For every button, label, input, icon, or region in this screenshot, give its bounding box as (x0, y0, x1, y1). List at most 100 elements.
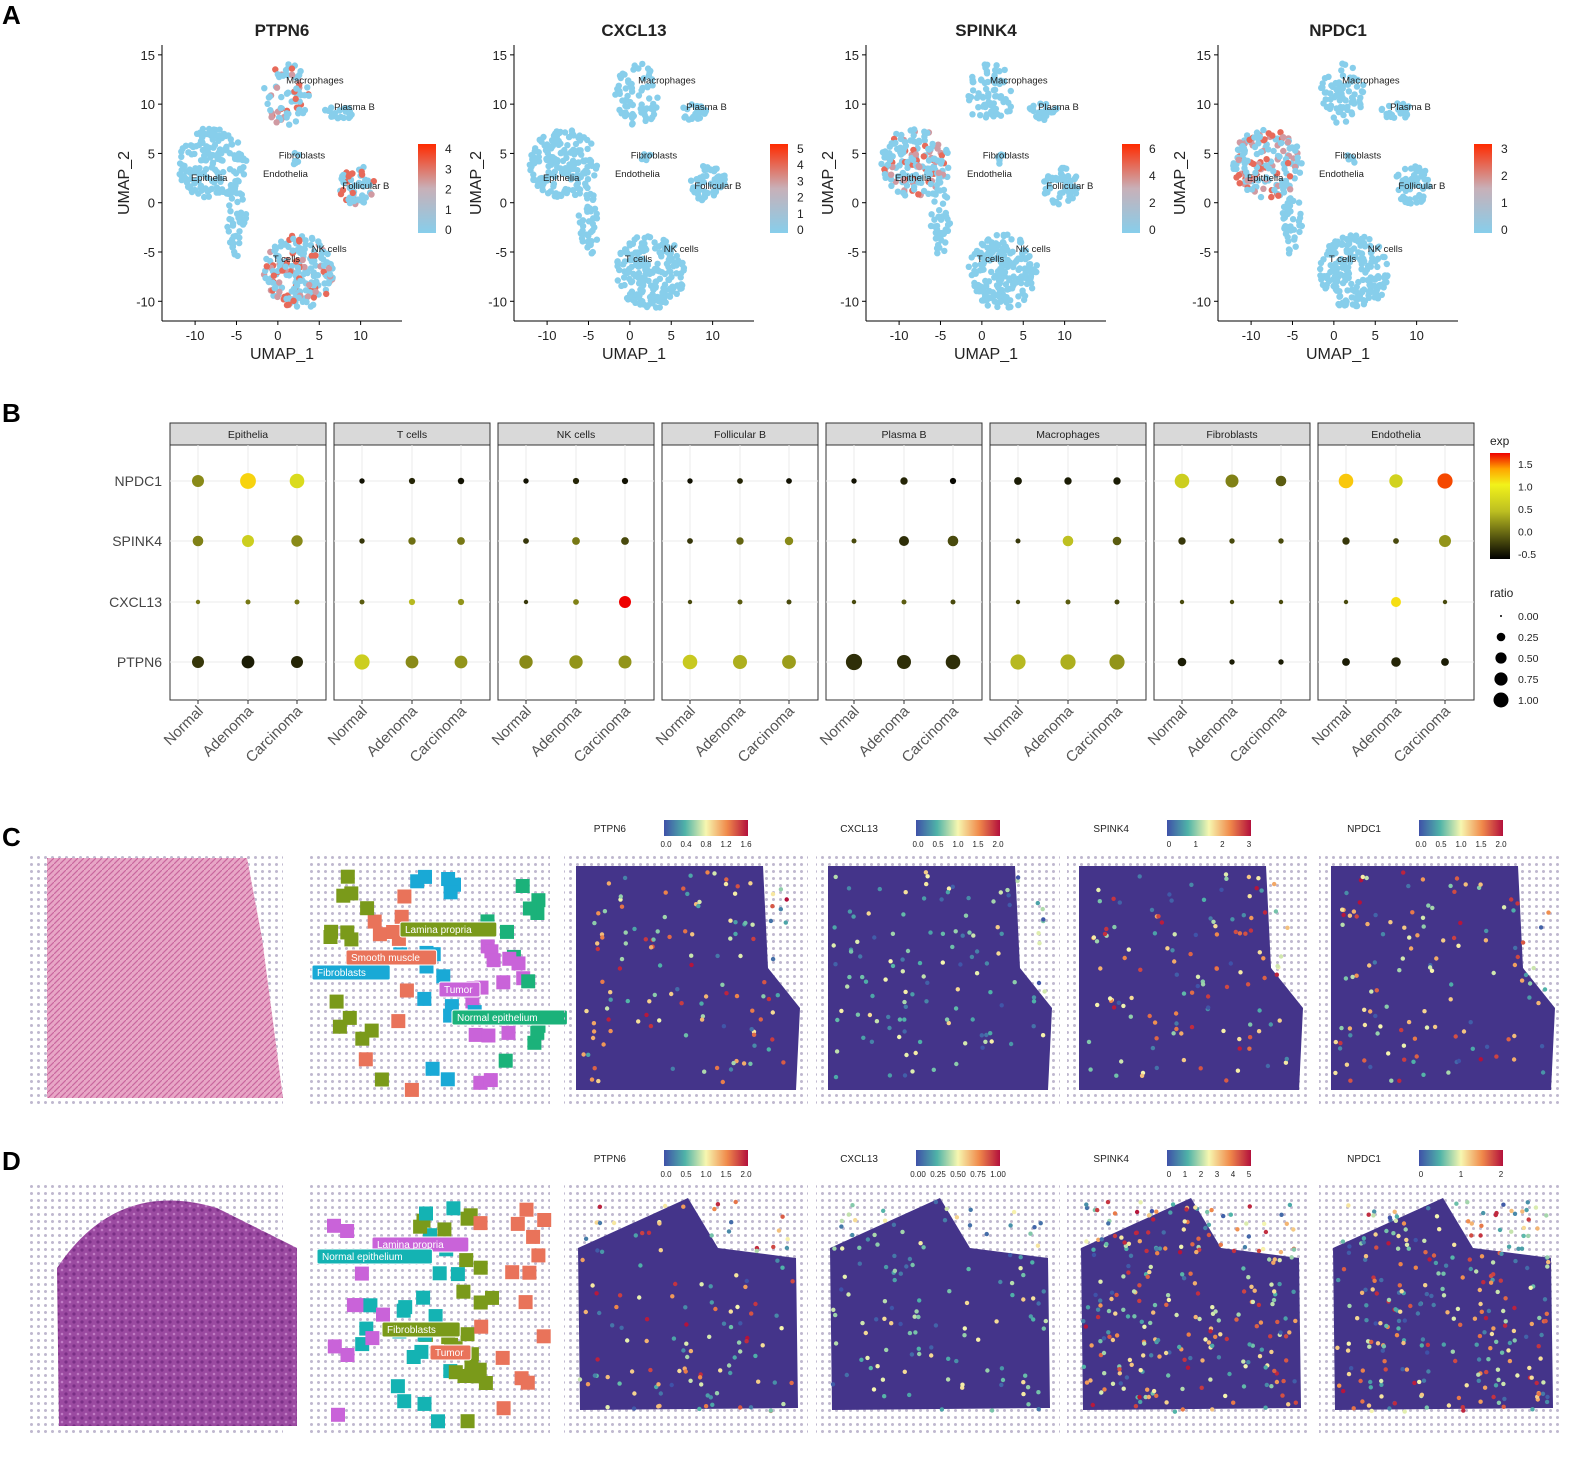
spatial-spot (1404, 1237, 1409, 1243)
spatial-spot (1541, 1380, 1546, 1385)
umap-cell-point (648, 76, 656, 83)
spatial-spot (1476, 1378, 1482, 1384)
spatial-spot (1285, 925, 1290, 930)
spatial-spot (954, 1358, 959, 1364)
spatial-spot (1340, 907, 1345, 912)
dot-cxcl13-normal (195, 599, 201, 605)
spatial-spot (1344, 1062, 1350, 1067)
region-spot-block (390, 1379, 405, 1394)
umap-cell-point (1263, 156, 1270, 163)
dot-npdc1-adenoma (737, 478, 743, 484)
spatial-spot (929, 1353, 934, 1358)
spatial-spot (1018, 1266, 1023, 1271)
spatial-spot (1277, 1258, 1282, 1263)
dot-cxcl13-normal (1343, 599, 1349, 605)
region-spot-block (515, 879, 530, 893)
spatial-spot (1246, 1360, 1251, 1365)
dot-spink4-carcinoma (457, 537, 465, 545)
spatial-spot (1277, 1281, 1282, 1287)
umap-cell-point (208, 164, 215, 171)
spatial-spot (872, 1232, 877, 1238)
umap-cell-point (630, 66, 637, 73)
umap-cell-point (936, 207, 943, 214)
umap-cell-point (988, 268, 995, 276)
spatial-spot (1494, 1210, 1499, 1216)
spatial-spot (1488, 1280, 1494, 1285)
umap-cell-point (1060, 164, 1068, 172)
spatial-spot (1233, 929, 1239, 935)
spatial-spot (1525, 1200, 1531, 1205)
umap-cell-point (289, 247, 296, 254)
spatial-spot (1343, 976, 1349, 981)
region-spot-block (511, 956, 526, 971)
spatial-spot (751, 1032, 757, 1038)
spatial-spot (1163, 1350, 1169, 1356)
region-spot-block (323, 930, 338, 944)
spatial-spot (1146, 1230, 1151, 1235)
spatial-spot (643, 937, 648, 942)
dot-npdc1-normal (192, 475, 204, 487)
region-spot-block (367, 914, 382, 929)
facet-strip-label: NK cells (557, 429, 596, 441)
spatial-spot (1515, 901, 1520, 906)
spatial-spot (1539, 1332, 1544, 1338)
spatial-spot (1425, 1342, 1431, 1348)
umap-cell-point (617, 249, 624, 257)
spatial-legend-tick: 5 (1247, 1170, 1252, 1179)
spatial-spot (781, 1401, 786, 1407)
umap-cell-point (295, 268, 302, 275)
umap-cell-point (639, 287, 646, 295)
umap-cell-point (195, 178, 202, 185)
spatial-spot (768, 918, 774, 924)
spatial-spot (1443, 1263, 1449, 1268)
spatial-spot (1546, 910, 1551, 915)
umap-cell-point (677, 274, 684, 281)
spatial-spot (774, 1313, 779, 1318)
spatial-spot (883, 1264, 889, 1270)
region-spot-block (437, 1222, 452, 1237)
spatial-spot (770, 891, 776, 897)
umap-y-tick-label: 10 (493, 97, 507, 112)
dot-gene-label: NPDC1 (115, 473, 163, 489)
spatial-spot (1265, 1063, 1271, 1069)
spatial-spot (1489, 1331, 1495, 1337)
umap-cell-point (1401, 165, 1409, 173)
spatial-spot (834, 1049, 840, 1054)
spatial-spot (1539, 1044, 1545, 1049)
umap-cell-point (240, 164, 247, 171)
spatial-legend-bar (1419, 820, 1503, 836)
umap-cell-point (1348, 294, 1356, 301)
spatial-spot (724, 877, 729, 882)
spatial-spot (1111, 896, 1116, 901)
spatial-spot (1340, 1239, 1346, 1244)
spatial-spot (1031, 1317, 1036, 1322)
umap-cluster-label: Plasma B (1390, 102, 1431, 113)
umap-cluster-label: Plasma B (1038, 102, 1079, 113)
umap-cell-point (283, 301, 291, 309)
spatial-spot (921, 974, 926, 979)
spatial-spot (683, 1305, 688, 1310)
umap-cell-point (277, 243, 284, 250)
umap-cell-point (267, 107, 274, 114)
spatial-spot (1400, 1367, 1405, 1372)
spatial-spot (1403, 1227, 1408, 1232)
spatial-spot (1520, 1209, 1525, 1214)
umap-cell-point (579, 227, 586, 234)
spatial-spot (1209, 1207, 1214, 1213)
umap-cell-point (1033, 262, 1041, 269)
umap-legend-tick: 0 (1501, 223, 1508, 237)
spatial-spot (1406, 883, 1411, 889)
spatial-spot (968, 1207, 973, 1213)
spatial-spot (608, 997, 613, 1002)
umap-cell-point (203, 143, 210, 150)
spatial-spot (1081, 1364, 1087, 1370)
spatial-spot (1213, 1334, 1218, 1340)
spatial-spot (591, 1029, 597, 1034)
ratio-legend-dot (1496, 632, 1506, 642)
spatial-spot (1156, 914, 1161, 919)
dot-cxcl13-normal (359, 599, 365, 605)
spatial-legend-tick: 0.50 (950, 1170, 966, 1179)
spatial-spot (1264, 1382, 1270, 1388)
spatial-spot (1358, 1378, 1363, 1384)
